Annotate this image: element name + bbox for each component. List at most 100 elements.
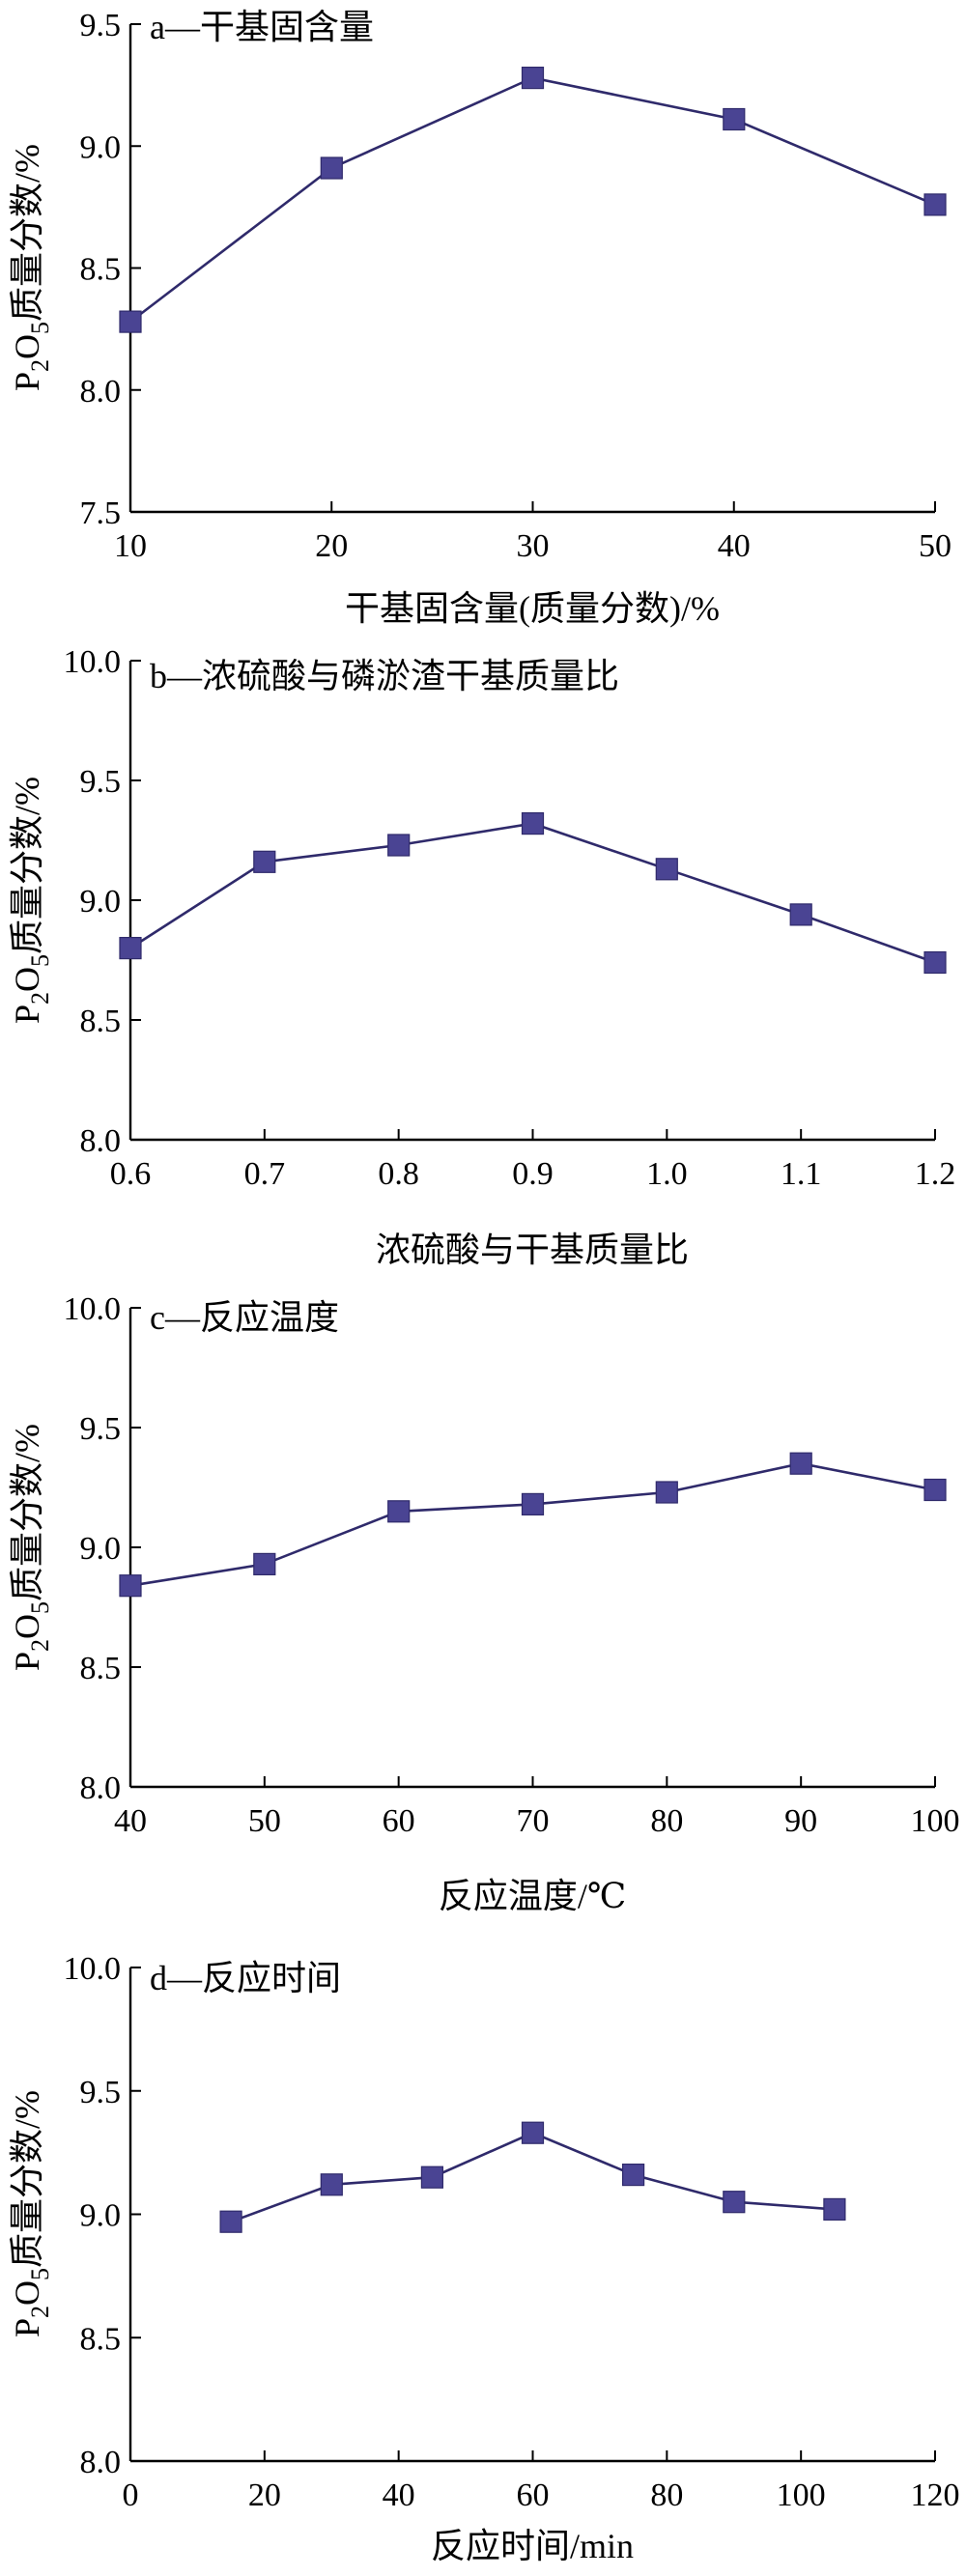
panel-d-y-tick-label: 9.5 (80, 2075, 122, 2110)
panel-a-x-axis-title: 干基固含量(质量分数)/% (345, 589, 720, 628)
panel-c: c—反应温度 反应温度/℃ P2O5质量分数/% 40 50 60 70 80 90 100… (8, 1291, 960, 1915)
panel-a-title: a—干基固含量 (150, 8, 374, 46)
panel-a-y-tick-label: 7.5 (80, 495, 122, 531)
panel-c-y-tick-label: 9.0 (80, 1531, 122, 1567)
panel-d-y-tick-label: 8.5 (80, 2321, 122, 2357)
svg-text:P2O5质量分数/%: P2O5质量分数/% (8, 777, 54, 1024)
panel-d-y-tick-label: 9.0 (80, 2198, 122, 2234)
panel-d-x-tick-label: 60 (517, 2477, 550, 2513)
panel-d: d—反应时间 反应时间/min P2O5质量分数/% 0 20 40 60 80 100 1… (8, 1951, 960, 2565)
panel-b-data-point (789, 903, 812, 926)
panel-b-data-point (119, 936, 142, 960)
panel-c-data-point (655, 1481, 678, 1504)
panel-a-axes (128, 24, 935, 514)
panel-a-y-tick-label: 9.0 (80, 129, 122, 165)
panel-b: b—浓硫酸与磷淤渣干基质量比 浓硫酸与干基质量比 P2O5质量分数/% 0.6 0… (8, 644, 955, 1269)
panel-b-title: b—浓硫酸与磷淤渣干基质量比 (150, 657, 619, 695)
panel-c-series-line (129, 1461, 936, 1587)
panel-a-x-tick-label: 20 (315, 528, 348, 564)
panel-c-x-tick-label: 40 (114, 1803, 147, 1839)
panel-b-data-point (521, 811, 545, 835)
panel-d-x-tick-label: 20 (248, 2477, 281, 2513)
panel-c-axes (128, 1308, 935, 1789)
panel-a-y-tick-label: 8.0 (80, 374, 122, 410)
panel-d-data-point (219, 2210, 242, 2233)
panel-b-x-tick-label: 0.9 (512, 1156, 554, 1192)
panel-c-x-axis-title: 反应温度/℃ (439, 1877, 626, 1915)
panel-b-data-point (923, 950, 947, 975)
panel-c-data-point (253, 1552, 276, 1576)
panel-b-series (119, 811, 947, 975)
panel-c-x-tick-label: 60 (383, 1803, 415, 1839)
panel-d-data-point (621, 2164, 645, 2187)
panel-a-x-tick-label: 10 (114, 528, 147, 564)
panel-b-series-line (129, 822, 936, 964)
panel-b-ticks: 0.6 0.7 0.8 0.9 1.0 1.1 1.2 8.0 8.5 9.0 9.5 10.0 (64, 644, 956, 1192)
panel-b-x-tick-label: 1.0 (646, 1156, 688, 1192)
panel-c-y-tick-label: 8.0 (80, 1770, 122, 1806)
panel-b-x-tick-label: 0.8 (378, 1156, 419, 1192)
panel-b-y-axis-title: P2O5质量分数/% (8, 777, 54, 1024)
panel-b-data-point (253, 850, 276, 873)
panel-d-data-point (723, 2191, 746, 2214)
panel-c-data-point (387, 1500, 411, 1523)
panel-b-y-tick-label: 10.0 (64, 644, 122, 680)
panel-a-data-point (119, 310, 142, 333)
panel-a-data-point (320, 156, 343, 180)
panel-c-x-tick-label: 50 (248, 1803, 281, 1839)
panel-b-axes (128, 661, 935, 1142)
panel-d-data-point (823, 2197, 846, 2221)
panel-d-ticks: 0 20 40 60 80 100 120 8.0 8.5 9.0 9.5 10.0 (64, 1951, 960, 2513)
panel-c-data-point (521, 1492, 545, 1516)
panel-b-y-tick-label: 9.5 (80, 764, 122, 800)
panel-d-y-tick-label: 10.0 (64, 1951, 122, 1987)
panel-d-x-axis-title: 反应时间/min (431, 2527, 634, 2565)
panel-a-x-tick-label: 30 (517, 528, 550, 564)
panel-d-x-tick-label: 40 (383, 2477, 415, 2513)
panel-b-y-tick-label: 8.0 (80, 1123, 122, 1159)
svg-text:P2O5质量分数/%: P2O5质量分数/% (8, 144, 54, 391)
panel-c-data-point (789, 1452, 812, 1475)
svg-text:P2O5质量分数/%: P2O5质量分数/% (8, 1424, 54, 1671)
panel-d-data-point (320, 2173, 343, 2196)
panel-b-x-tick-label: 0.6 (110, 1156, 152, 1192)
panel-d-y-axis-title: P2O5质量分数/% (8, 2090, 54, 2337)
panel-b-data-point (655, 858, 678, 881)
panel-d-title: d—反应时间 (150, 1959, 341, 1997)
panel-a-series-line (129, 76, 936, 324)
panel-c-y-tick-label: 9.5 (80, 1411, 122, 1447)
panel-c-x-tick-label: 90 (784, 1803, 817, 1839)
panel-c-series (119, 1452, 947, 1598)
panel-d-x-tick-label: 120 (911, 2477, 960, 2513)
panel-c-data-point (923, 1478, 947, 1502)
panel-a-series (119, 66, 947, 333)
panel-d-y-tick-label: 8.0 (80, 2445, 122, 2480)
panel-c-y-tick-label: 8.5 (80, 1651, 122, 1686)
panel-c-title: c—反应温度 (150, 1298, 339, 1337)
panel-d-x-tick-label: 80 (650, 2477, 683, 2513)
panel-c-y-axis-title: P2O5质量分数/% (8, 1424, 54, 1671)
panel-c-x-tick-label: 80 (650, 1803, 683, 1839)
panel-a-data-point (723, 107, 746, 131)
panel-c-data-point (119, 1574, 142, 1598)
panel-d-series (219, 2121, 846, 2233)
panel-d-x-tick-label: 100 (777, 2477, 826, 2513)
panel-c-ticks: 40 50 60 70 80 90 100 8.0 8.5 9.0 9.5 10.0 (64, 1291, 960, 1839)
panel-a-data-point (923, 193, 947, 216)
panel-b-x-axis-title: 浓硫酸与干基质量比 (376, 1231, 689, 1269)
panel-d-x-tick-label: 0 (123, 2477, 139, 2513)
panel-d-data-point (521, 2121, 545, 2144)
panel-a-y-tick-label: 9.5 (80, 8, 122, 43)
panel-b-x-tick-label: 0.7 (244, 1156, 286, 1192)
panel-a-x-tick-label: 50 (919, 528, 952, 564)
panel-a-data-point (521, 66, 545, 90)
panel-b-x-tick-label: 1.1 (781, 1156, 822, 1192)
panel-b-x-tick-label: 1.2 (915, 1156, 956, 1192)
panel-a-y-tick-label: 8.5 (80, 252, 122, 288)
svg-text:P2O5质量分数/%: P2O5质量分数/% (8, 2090, 54, 2337)
panel-c-x-tick-label: 70 (517, 1803, 550, 1839)
panel-d-data-point (420, 2166, 443, 2189)
panel-a-ticks: 10 20 30 40 50 7.5 8.0 8.5 9.0 9.5 (80, 8, 952, 564)
panel-b-y-tick-label: 8.5 (80, 1004, 122, 1039)
